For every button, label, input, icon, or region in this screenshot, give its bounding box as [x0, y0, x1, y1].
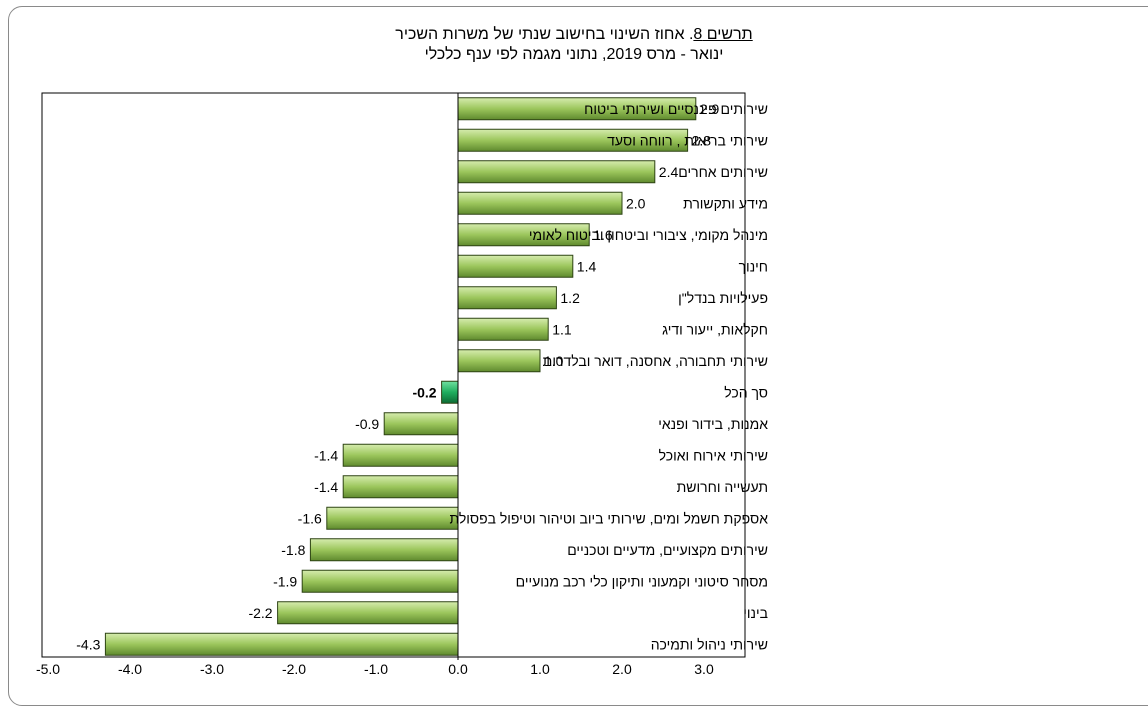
- bar-17: [104, 632, 459, 656]
- value-label-14: -1.8: [281, 542, 305, 558]
- bar-13: [326, 506, 459, 530]
- value-label-2: 2.4: [659, 164, 679, 180]
- category-label-3: מידע ותקשורת: [683, 195, 768, 211]
- value-label-3: 2.0: [626, 195, 646, 211]
- bars-group: [104, 93, 697, 660]
- bar-2: [457, 160, 656, 184]
- bar-10: [383, 412, 459, 436]
- value-label-1: 2.8: [692, 132, 712, 148]
- category-label-0: שירותים פיננסיים ושירותי ביטוח: [584, 101, 768, 117]
- value-label-0: 2.9: [700, 101, 720, 117]
- category-label-15: מסחר סיטוני וקמעוני ותיקון כלי רכב מנועי…: [516, 573, 768, 589]
- value-label-11: -1.4: [314, 447, 338, 463]
- category-label-8: שירותי תחבורה, אחסנה, דואר ובלדרות: [543, 353, 768, 369]
- value-label-5: 1.4: [577, 258, 597, 274]
- value-label-15: -1.9: [273, 573, 297, 589]
- x-tick-label-0: -5.0: [36, 661, 60, 677]
- value-label-13: -1.6: [298, 510, 322, 526]
- x-tick-label-8: 3.0: [694, 661, 714, 677]
- plot-area: [41, 92, 746, 658]
- bar-12: [342, 475, 459, 499]
- value-label-10: -0.9: [355, 416, 379, 432]
- bar-7: [457, 317, 549, 341]
- x-tick-label-3: -2.0: [282, 661, 306, 677]
- category-label-10: אמנות, בידור ופנאי: [658, 416, 768, 432]
- category-label-16: בינוי: [743, 605, 768, 621]
- chart-title-prefix: תרשים 8: [693, 26, 753, 43]
- value-label-16: -2.2: [248, 605, 272, 621]
- category-label-9: סך הכל: [724, 384, 768, 400]
- category-label-17: שירותי ניהול ותמיכה: [651, 636, 768, 652]
- category-label-14: שירותים מקצועיים, מדעיים וטכניים: [567, 542, 768, 558]
- bar-14: [309, 538, 459, 562]
- x-tick-label-2: -3.0: [200, 661, 224, 677]
- category-label-6: פעילויות בנדל"ן: [678, 290, 768, 306]
- bar-5: [457, 254, 574, 278]
- x-tick-label-4: -1.0: [364, 661, 388, 677]
- value-label-12: -1.4: [314, 479, 338, 495]
- x-tick-label-5: 0.0: [448, 661, 468, 677]
- bar-chart: 2.9 2.8 2.4 2.0 1.6 1.4 1.2 1.1 1.0 -0.2 -0.9 -1.4 -…: [36, 92, 768, 677]
- category-label-4: מינהל מקומי, ציבורי וביטחון וביטוח לאומי: [529, 227, 768, 243]
- bar-3: [457, 191, 623, 215]
- category-label-11: שירותי אירוח ואוכל: [659, 447, 768, 463]
- value-label-17: -4.3: [76, 636, 100, 652]
- bar-15: [301, 569, 459, 593]
- x-tick-label-7: 2.0: [612, 661, 632, 677]
- value-label-9: -0.2: [412, 384, 436, 400]
- category-labels-group: שירותים פיננסיים ושירותי ביטוח שירותי ברי…: [449, 101, 768, 653]
- category-label-13: אספקת חשמל ומים, שירותי ביוב וטיהור וטיפ…: [449, 510, 768, 526]
- value-labels-group: 2.9 2.8 2.4 2.0 1.6 1.4 1.2 1.1 1.0 -0.2 -0.9 -1.4 -…: [76, 101, 719, 653]
- value-label-4: 1.6: [593, 227, 613, 243]
- category-label-12: תעשייה וחרושת: [677, 479, 768, 495]
- chart-subtitle: ינואר - מרס 2019, נתוני מגמה לפי ענף כלכ…: [424, 46, 724, 63]
- category-label-1: שירותי בריאות , רווחה וסעד: [607, 132, 768, 148]
- category-label-7: חקלאות, ייעור ודיג: [662, 321, 768, 337]
- value-label-8: 1.0: [544, 353, 564, 369]
- x-tick-label-6: 1.0: [530, 661, 550, 677]
- category-label-2: שירותים אחרים: [678, 164, 768, 180]
- category-label-5: חינוך: [739, 258, 768, 274]
- bar-8: [457, 349, 541, 373]
- x-axis-ticks-group: -5.0 -4.0 -3.0 -2.0 -1.0 0.0 1.0 2.0 3.0: [36, 661, 714, 677]
- x-tick-label-1: -4.0: [118, 661, 142, 677]
- bar-16: [277, 601, 459, 625]
- chart-title-text: . אחוז השינוי בחישוב שנתי של משרות השכיר: [395, 26, 694, 43]
- chart-title: תרשים 8. אחוז השינוי בחישוב שנתי של משרו…: [0, 26, 1148, 44]
- bar-9: [441, 380, 459, 404]
- bar-11: [342, 443, 459, 467]
- value-label-6: 1.2: [560, 290, 580, 306]
- value-label-7: 1.1: [552, 321, 572, 337]
- bar-6: [457, 286, 557, 310]
